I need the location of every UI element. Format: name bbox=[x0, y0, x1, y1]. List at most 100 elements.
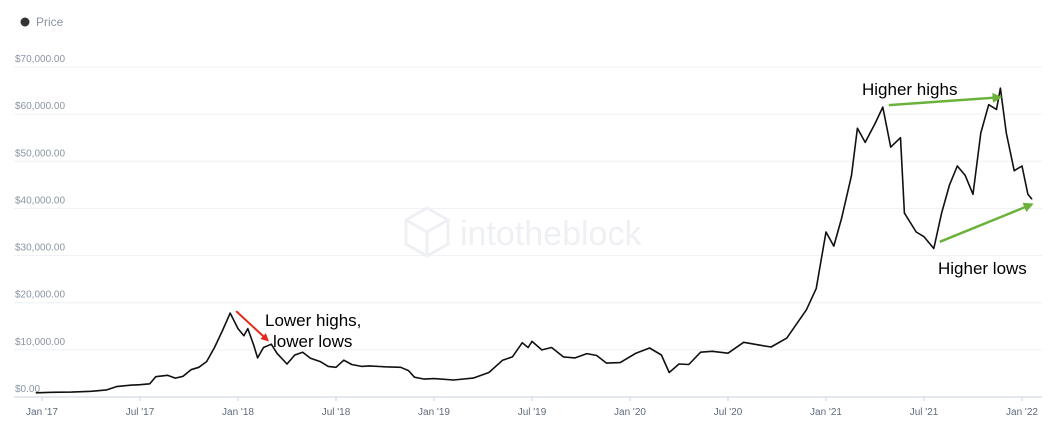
data-point bbox=[770, 346, 772, 348]
data-point bbox=[343, 359, 345, 361]
data-point bbox=[206, 361, 208, 363]
data-point bbox=[980, 132, 982, 134]
data-point bbox=[521, 342, 523, 344]
annotation-lower-highs-line2: lower lows bbox=[273, 332, 352, 351]
data-point bbox=[972, 193, 974, 195]
data-point bbox=[247, 328, 249, 330]
data-point bbox=[743, 341, 745, 343]
data-point bbox=[182, 375, 184, 377]
data-point bbox=[51, 391, 53, 393]
x-tick-label: Jan '20 bbox=[614, 407, 646, 418]
data-point bbox=[758, 344, 761, 346]
data-point bbox=[527, 346, 529, 349]
data-point bbox=[796, 323, 798, 325]
data-point bbox=[70, 391, 72, 393]
data-point bbox=[229, 312, 231, 314]
data-point bbox=[351, 363, 353, 366]
data-point bbox=[270, 343, 272, 345]
data-point bbox=[90, 390, 92, 392]
data-point bbox=[327, 365, 329, 367]
data-point bbox=[511, 356, 513, 358]
data-point bbox=[453, 379, 455, 381]
data-point bbox=[384, 366, 386, 368]
data-point bbox=[253, 344, 255, 346]
data-point bbox=[903, 212, 906, 214]
data-point bbox=[286, 363, 288, 365]
data-point bbox=[956, 165, 958, 167]
data-point bbox=[923, 236, 925, 238]
data-point bbox=[319, 361, 321, 363]
data-point bbox=[841, 217, 843, 219]
data-point bbox=[407, 370, 410, 372]
data-point bbox=[856, 127, 859, 129]
data-point bbox=[400, 366, 402, 368]
legend[interactable]: Price bbox=[20, 15, 64, 29]
data-point bbox=[309, 357, 312, 359]
x-tick-label: Jan '19 bbox=[418, 407, 450, 418]
data-point bbox=[237, 328, 239, 330]
y-axis: $0.00 $10,000.00 $20,000.00 $30,000.00 $40,0… bbox=[15, 54, 65, 395]
y-tick-label: $40,000.00 bbox=[15, 195, 65, 206]
data-point bbox=[915, 231, 917, 233]
x-tick-label: Jan '21 bbox=[810, 407, 842, 418]
legend-marker bbox=[20, 17, 30, 27]
annotation-arrow-red bbox=[235, 310, 269, 342]
data-point bbox=[825, 231, 827, 233]
y-tick-label: $10,000.00 bbox=[15, 337, 65, 348]
grid-lines bbox=[14, 66, 1042, 398]
data-point bbox=[335, 366, 337, 368]
data-point bbox=[660, 354, 663, 356]
data-point bbox=[106, 389, 108, 391]
data-point bbox=[1031, 198, 1033, 200]
x-tick-label: Jan '17 bbox=[26, 407, 58, 418]
data-point bbox=[805, 309, 808, 311]
data-point bbox=[115, 386, 118, 388]
data-point bbox=[711, 350, 713, 352]
y-tick-label: $20,000.00 bbox=[15, 290, 65, 301]
data-point bbox=[1027, 193, 1029, 195]
data-point bbox=[423, 378, 425, 380]
data-point bbox=[433, 378, 435, 380]
data-point bbox=[139, 384, 141, 386]
annotation-arrow-green-lows bbox=[939, 202, 1034, 243]
data-point bbox=[649, 347, 651, 349]
data-point bbox=[678, 363, 680, 365]
data-point bbox=[586, 353, 588, 355]
x-axis: Jan '17 Jul '17 Jan '18 Jul '18 Jan '19 Jul '… bbox=[26, 397, 1038, 418]
data-point bbox=[531, 340, 533, 342]
data-point bbox=[995, 108, 998, 110]
data-point bbox=[149, 383, 151, 385]
data-point bbox=[155, 376, 157, 378]
data-point bbox=[562, 356, 565, 358]
data-point bbox=[941, 212, 943, 214]
data-point bbox=[833, 245, 835, 247]
data-point bbox=[243, 335, 245, 337]
data-point bbox=[551, 346, 553, 349]
data-point bbox=[213, 346, 216, 349]
data-point bbox=[727, 352, 729, 354]
data-point bbox=[688, 363, 690, 366]
data-point bbox=[360, 365, 363, 367]
data-point bbox=[874, 123, 876, 125]
data-point bbox=[999, 87, 1002, 89]
data-point bbox=[35, 392, 37, 394]
data-point bbox=[596, 354, 598, 357]
data-point bbox=[541, 349, 543, 351]
y-tick-label: $0.00 bbox=[15, 384, 40, 395]
data-point bbox=[1005, 132, 1007, 134]
data-point bbox=[605, 362, 608, 364]
y-tick-label: $50,000.00 bbox=[15, 148, 65, 159]
data-point bbox=[850, 174, 853, 176]
x-tick-label: Jul '17 bbox=[126, 407, 155, 418]
data-point bbox=[262, 346, 265, 349]
data-point bbox=[276, 353, 278, 355]
annotation-higher-lows: Higher lows bbox=[938, 259, 1027, 278]
series-layer bbox=[35, 87, 1033, 394]
data-point bbox=[786, 337, 788, 339]
x-tick-label: Jan '22 bbox=[1006, 407, 1038, 418]
data-point bbox=[1013, 170, 1015, 172]
data-point bbox=[635, 352, 637, 354]
data-point bbox=[933, 247, 935, 250]
data-point bbox=[488, 371, 490, 374]
